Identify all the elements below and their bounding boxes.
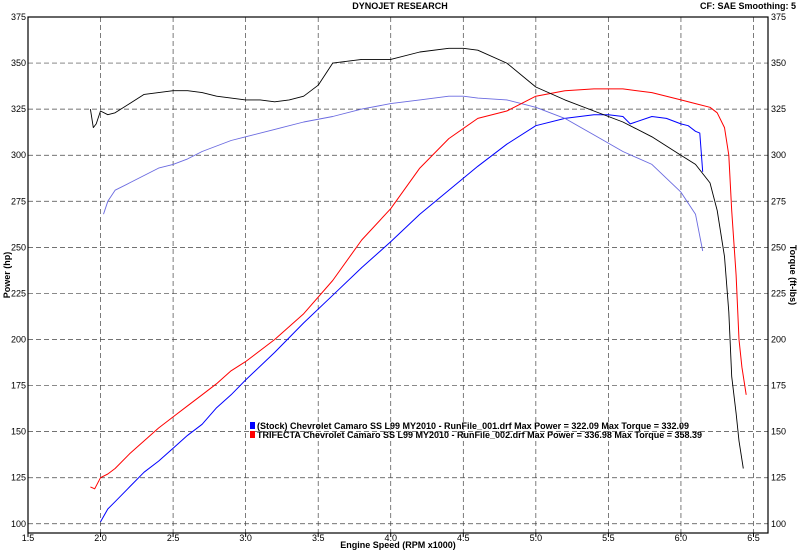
left-tick-label: 175 [11,381,26,391]
right-tick-label: 375 [771,12,786,22]
left-tick-label: 150 [11,427,26,437]
right-tick-label: 250 [771,242,786,252]
grid-lines [28,16,768,533]
legend-swatch-trifecta [250,431,255,438]
left-tick-label: 200 [11,335,26,345]
x-tick-label: 2.0 [94,533,107,543]
legend-entry-stock: (Stock) Chevrolet Camaro SS L99 MY2010 -… [257,421,689,431]
left-axis-label: Power (hp) [2,252,12,299]
x-tick-label: 3.0 [239,533,252,543]
correction-smoothing-label: CF: SAE Smoothing: 5 [700,1,796,11]
right-axis-label: Torque (ft-lbs) [788,245,798,305]
x-tick-label: 2.5 [167,533,180,543]
left-tick-label: 250 [11,242,26,252]
right-tick-label: 300 [771,150,786,160]
x-tick-label: 1.5 [22,533,35,543]
right-tick-label: 200 [771,335,786,345]
left-tick-label: 375 [11,12,26,22]
x-axis-label: Engine Speed (RPM x1000) [340,540,456,550]
left-tick-label: 325 [11,104,26,114]
left-tick-label: 125 [11,473,26,483]
series-trifecta-torque-line [89,47,744,469]
right-tick-label: 175 [771,381,786,391]
x-tick-label: 5.0 [530,533,543,543]
right-tick-label: 100 [771,519,786,529]
left-axis-ticks: 100 125 150 175 200 225 250 275 300 325 350 375 [11,12,26,529]
x-tick-label: 4.5 [457,533,470,543]
series-stock-torque-line [103,95,704,252]
chart-title: DYNOJET RESEARCH [352,1,448,11]
left-tick-label: 300 [11,150,26,160]
x-axis-ticks: 1.5 2.0 2.5 3.0 3.5 4.0 4.5 5.0 5.5 6.0 6.5 [22,533,760,543]
x-tick-label: 6.5 [747,533,760,543]
x-tick-label: 4.0 [384,533,397,543]
series-stock-power-line [100,114,704,523]
x-tick-label: 3.5 [312,533,325,543]
legend-swatch-stock [250,422,255,429]
left-tick-label: 100 [11,519,26,529]
left-tick-label: 350 [11,58,26,68]
x-tick-label: 5.5 [602,533,615,543]
right-axis-ticks: 100 125 150 175 200 225 250 275 300 325 350 375 [771,12,786,529]
right-tick-label: 125 [771,473,786,483]
series-trifecta-power-line [90,88,747,490]
right-tick-label: 275 [771,196,786,206]
left-tick-label: 225 [11,288,26,298]
x-tick-label: 6.0 [675,533,688,543]
right-tick-label: 150 [771,427,786,437]
right-tick-label: 225 [771,288,786,298]
series-lines [89,47,747,523]
right-tick-label: 350 [771,58,786,68]
legend-entry-trifecta: TRIFECTA Chevrolet Camaro SS L99 MY2010 … [257,430,702,440]
left-tick-label: 275 [11,196,26,206]
legend: (Stock) Chevrolet Camaro SS L99 MY2010 -… [250,421,702,440]
right-tick-label: 325 [771,104,786,114]
plot-frame [27,16,769,534]
